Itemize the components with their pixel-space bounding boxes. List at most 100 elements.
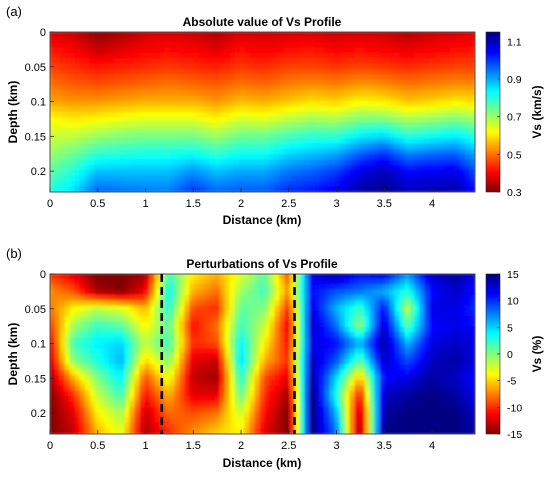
heatmap-cell <box>414 289 421 296</box>
heatmap-cell <box>169 143 176 150</box>
heatmap-cell <box>259 300 266 307</box>
heatmap-cell <box>144 380 151 387</box>
heatmap-cell <box>419 358 426 366</box>
heatmap-cell <box>74 364 81 371</box>
heatmap-cell <box>379 348 386 355</box>
heatmap-cell <box>104 132 111 140</box>
heatmap-cell <box>249 300 256 307</box>
heatmap-cell <box>289 95 296 102</box>
heatmap-cell <box>74 186 81 192</box>
heatmap-cell <box>174 396 181 403</box>
heatmap-cell <box>364 332 371 339</box>
heatmap-cell <box>89 143 96 150</box>
heatmap-cell <box>169 417 176 424</box>
heatmap-cell <box>349 116 356 124</box>
heatmap-cell <box>454 111 461 118</box>
heatmap-cell <box>164 52 171 60</box>
heatmap-cell <box>369 278 376 286</box>
heatmap-cell <box>444 58 451 65</box>
heatmap-cell <box>414 332 421 339</box>
heatmap-cell <box>234 143 241 150</box>
heatmap-cell <box>314 79 321 86</box>
heatmap-cell <box>384 337 391 344</box>
heatmap-cell <box>364 300 371 307</box>
heatmap-cell <box>224 74 231 81</box>
heatmap-cell <box>379 127 386 134</box>
heatmap-cell <box>54 358 61 366</box>
heatmap-cell <box>459 401 466 408</box>
heatmap-cell <box>199 401 206 408</box>
heatmap-cell <box>194 300 201 307</box>
heatmap-cell <box>249 122 256 129</box>
heatmap-cell <box>414 380 421 387</box>
heatmap-cell <box>299 294 306 302</box>
heatmap-cell <box>434 380 441 387</box>
heatmap-cell <box>289 127 296 134</box>
heatmap-cell <box>424 84 431 92</box>
heatmap-cell <box>349 390 356 398</box>
heatmap-cell <box>50 106 56 113</box>
heatmap-cell <box>289 380 296 387</box>
heatmap-cell <box>124 348 131 355</box>
heatmap-cell <box>324 321 331 328</box>
heatmap-cell <box>309 300 316 307</box>
heatmap-cell <box>89 159 96 166</box>
heatmap-cell <box>114 116 121 124</box>
heatmap-cell <box>439 84 446 92</box>
heatmap-cell <box>369 148 376 156</box>
heatmap-cell <box>289 321 296 328</box>
heatmap-cell <box>334 385 341 392</box>
heatmap-cell <box>314 52 321 60</box>
heatmap-cell <box>279 63 286 70</box>
heatmap-cell <box>69 84 76 92</box>
heatmap-cell <box>304 396 311 403</box>
heatmap-cell <box>354 321 361 328</box>
heatmap-cell <box>129 385 136 392</box>
heatmap-cell <box>364 358 371 366</box>
heatmap-cell <box>284 294 291 302</box>
heatmap-cell <box>404 348 411 355</box>
heatmap-cell <box>459 36 466 44</box>
heatmap-cell <box>199 364 206 371</box>
heatmap-cell <box>289 274 296 280</box>
heatmap-cell <box>234 274 241 280</box>
heatmap-cell <box>164 186 171 192</box>
heatmap-cell <box>379 300 386 307</box>
heatmap-cell <box>294 111 301 118</box>
heatmap-cell <box>164 138 171 145</box>
heatmap-cell <box>244 412 251 419</box>
heatmap-cell <box>259 122 266 129</box>
heatmap-cell <box>124 52 131 60</box>
heatmap-cell <box>264 138 271 145</box>
heatmap-cell <box>374 164 381 172</box>
heatmap-cell <box>279 326 286 334</box>
heatmap-cell <box>239 170 246 177</box>
heatmap-cell <box>444 294 451 302</box>
heatmap-cell <box>244 180 251 188</box>
heatmap-cell <box>279 412 286 419</box>
heatmap-cell <box>239 353 246 360</box>
heatmap-cell <box>199 353 206 360</box>
heatmap-cell <box>274 47 281 54</box>
heatmap-cell <box>204 164 211 172</box>
heatmap-cell <box>409 164 416 172</box>
heatmap-cell <box>109 353 116 360</box>
heatmap-cell <box>269 310 276 318</box>
heatmap-cell <box>74 170 81 177</box>
heatmap-cell <box>379 154 386 161</box>
heatmap-cell <box>74 396 81 403</box>
heatmap-cell <box>389 332 396 339</box>
heatmap-cell <box>204 401 211 408</box>
heatmap-cell <box>219 52 226 60</box>
heatmap-cell <box>279 148 286 156</box>
heatmap-cell <box>169 337 176 344</box>
heatmap-cell <box>359 68 366 76</box>
heatmap-cell <box>399 380 406 387</box>
heatmap-cell <box>414 116 421 124</box>
heatmap-cell <box>254 164 261 172</box>
heatmap-cell <box>309 106 316 113</box>
heatmap-cell <box>209 380 216 387</box>
heatmap-cell <box>399 406 406 414</box>
heatmap-cell <box>284 32 291 38</box>
heatmap-cell <box>444 100 451 108</box>
